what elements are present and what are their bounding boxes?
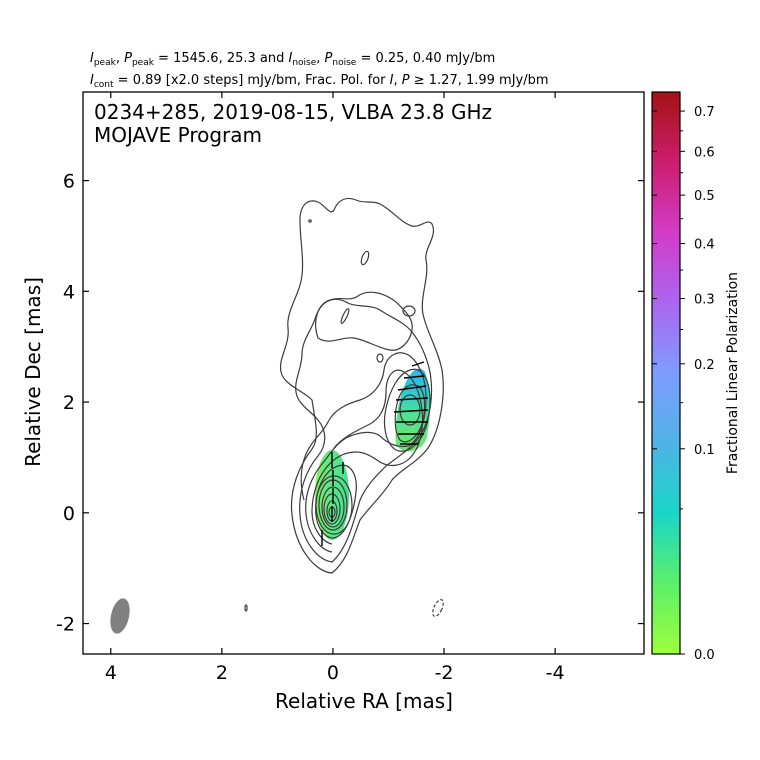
contour-island-3: [340, 308, 350, 324]
colorbar-tick-label: 0.3: [694, 293, 715, 308]
chart-title: 0234+285, 2019-08-15, VLBA 23.8 GHz: [94, 100, 492, 124]
colorbar-tick-label: 0.0: [694, 648, 715, 663]
colorbar-tick-label: 0.7: [694, 105, 715, 120]
y-tick-label: 0: [63, 503, 75, 525]
contour-knot-outer: [383, 368, 431, 452]
x-axis-label: Relative RA [mas]: [275, 689, 453, 713]
evpa-ticks: [321, 361, 429, 546]
y-tick-label: 4: [63, 281, 75, 303]
contour-island-1: [360, 250, 370, 266]
x-tick-label: 2: [216, 662, 228, 684]
header-line-1: Ipeak, Ppeak = 1545.6, 25.3 and Inoise, …: [90, 51, 495, 68]
header-line-2: Icont = 0.89 [x2.0 steps] mJy/bm, Frac. …: [90, 73, 549, 90]
contour-island-4: [308, 219, 312, 223]
colorbar-tick-label: 0.1: [694, 443, 715, 458]
colorbar-ticks: 0.0 0.1 0.2 0.3 0.4 0.5 0.6 0.7: [652, 105, 715, 663]
colorbar-tick-label: 0.6: [694, 145, 715, 160]
plot-area: [83, 92, 644, 654]
negative-contour: [432, 599, 444, 617]
x-tick-label: -4: [546, 662, 565, 684]
colorbar-tick-label: 0.5: [694, 189, 715, 204]
x-tick-label: 0: [327, 662, 339, 684]
y-axis-ticks: -2 0 2 4 6: [56, 171, 644, 636]
contour-island-5: [244, 604, 248, 612]
y-axis-label: Relative Dec [mas]: [21, 277, 45, 467]
y-tick-label: 2: [63, 392, 75, 414]
chart-subtitle: MOJAVE Program: [94, 123, 262, 147]
plot-frame: [82, 91, 645, 655]
colorbar-tick-label: 0.2: [694, 358, 715, 373]
contour-4: [311, 369, 424, 545]
contour-outer: [279, 197, 444, 574]
x-tick-label: 4: [105, 662, 117, 684]
colorbar-frame: [651, 91, 681, 655]
contour-upper-inner: [315, 291, 413, 351]
contour-core-8: [321, 486, 345, 528]
contour-core-5: [315, 464, 357, 539]
x-axis-ticks: 4 2 0 -2 -4: [105, 92, 565, 684]
contour-island-6: [376, 353, 384, 363]
contour-core-6: [315, 475, 353, 535]
colorbar-label: Fractional Linear Polarization: [725, 272, 741, 474]
contour-core-9: [323, 493, 341, 525]
contour-2: [295, 298, 433, 563]
beam-ellipse: [110, 598, 130, 634]
colorbar-tick-label: 0.4: [694, 238, 715, 253]
x-tick-label: -2: [435, 662, 454, 684]
contour-island-2: [402, 305, 416, 317]
colorbar: [652, 92, 680, 654]
y-tick-label: 6: [63, 171, 75, 193]
y-tick-label: -2: [56, 614, 75, 636]
plot-content: [110, 197, 444, 634]
